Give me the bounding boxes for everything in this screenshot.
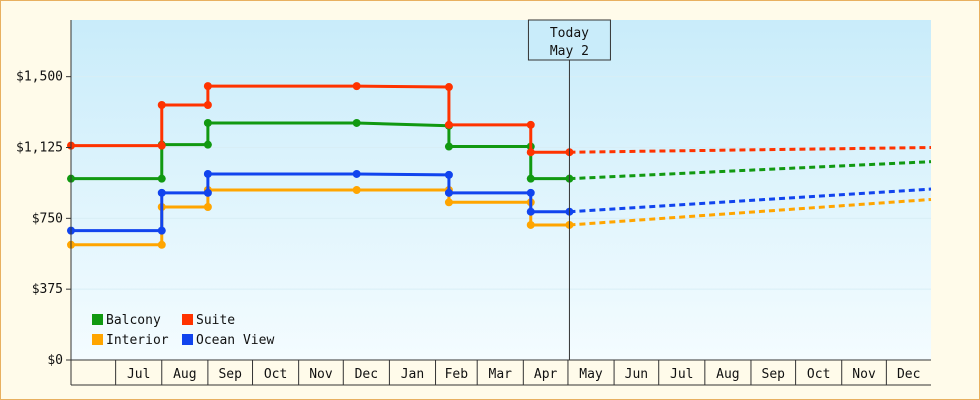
- legend-swatch: [92, 334, 103, 345]
- data-point: [526, 174, 535, 183]
- series-suite: [67, 82, 932, 157]
- x-tick-label: Nov: [309, 367, 333, 382]
- series-ocean-view: [67, 169, 932, 235]
- y-tick-label: $1,125: [16, 141, 63, 156]
- x-tick-label: Dec: [355, 367, 378, 382]
- data-point: [203, 188, 212, 197]
- data-point: [203, 82, 212, 91]
- data-point: [352, 186, 361, 194]
- data-point: [203, 118, 212, 127]
- data-point: [203, 140, 212, 149]
- x-tick-label: Aug: [716, 367, 739, 382]
- data-point: [203, 169, 212, 178]
- x-tick-label: Oct: [264, 367, 287, 382]
- legend-swatch: [92, 314, 103, 325]
- y-tick-label: $375: [32, 282, 63, 297]
- data-point: [444, 83, 453, 92]
- data-point: [526, 207, 535, 216]
- data-point: [526, 220, 535, 229]
- x-tick-label: Mar: [489, 367, 513, 382]
- axes: $0 $375 $750 $1,125 $1,500 Jul Aug Sep Oct Nov Dec…: [16, 20, 931, 386]
- x-tick-label: Dec: [897, 367, 920, 382]
- legend: Balcony Suite Interior Ocean View: [92, 313, 274, 348]
- data-point: [444, 188, 453, 197]
- data-point: [157, 174, 166, 183]
- data-point: [526, 148, 535, 157]
- legend-swatch: [182, 314, 193, 325]
- data-point: [444, 170, 453, 179]
- data-point: [352, 82, 361, 91]
- x-tick-label: Nov: [852, 367, 876, 382]
- forecast-line: [569, 187, 932, 214]
- data-point: [526, 188, 535, 197]
- y-tick-label: $1,500: [16, 70, 63, 85]
- data-point: [157, 141, 166, 150]
- y-tick-label: $750: [32, 211, 63, 226]
- x-tick-label: Jun: [625, 367, 648, 382]
- legend-item: Ocean View: [182, 333, 274, 348]
- x-tick-label: Jul: [670, 367, 693, 382]
- data-point: [157, 101, 166, 109]
- data-point: [157, 240, 166, 249]
- x-tick-label: Feb: [445, 367, 469, 382]
- data-point: [352, 169, 361, 178]
- x-tick-label: Sep: [218, 367, 242, 382]
- data-point: [526, 120, 535, 129]
- data-point: [352, 118, 361, 127]
- series-layer: [67, 82, 932, 249]
- x-tick-label: Jul: [127, 367, 150, 382]
- data-point: [444, 198, 453, 207]
- x-tick-label: Oct: [807, 367, 830, 382]
- legend-item: Balcony: [92, 313, 161, 328]
- legend-item: Interior: [92, 333, 169, 348]
- x-tick-label: May: [579, 367, 603, 382]
- legend-label: Interior: [106, 333, 169, 348]
- forecast-line: [569, 160, 932, 181]
- plot-area: [71, 20, 931, 360]
- legend-label: Balcony: [106, 313, 161, 328]
- data-point: [157, 226, 166, 235]
- data-point: [157, 188, 166, 197]
- x-tick-label: Jan: [401, 367, 424, 382]
- legend-label: Ocean View: [196, 333, 274, 348]
- today-date: May 2: [550, 44, 589, 59]
- x-tick-label: Aug: [173, 367, 196, 382]
- data-point: [203, 101, 212, 109]
- today-label: Today: [550, 26, 589, 41]
- data-point: [444, 120, 453, 129]
- today-marker: Today May 2: [527, 19, 611, 360]
- today-box: [527, 19, 611, 61]
- forecast-line: [569, 197, 932, 227]
- y-tick-label: $0: [47, 353, 63, 368]
- legend-item: Suite: [182, 313, 235, 328]
- legend-swatch: [182, 334, 193, 345]
- x-tick-label: Apr: [534, 367, 558, 382]
- x-tick-label: Sep: [762, 367, 786, 382]
- legend-label: Suite: [196, 313, 235, 328]
- data-point: [203, 203, 212, 211]
- data-point: [444, 142, 453, 151]
- forecast-line: [569, 146, 932, 154]
